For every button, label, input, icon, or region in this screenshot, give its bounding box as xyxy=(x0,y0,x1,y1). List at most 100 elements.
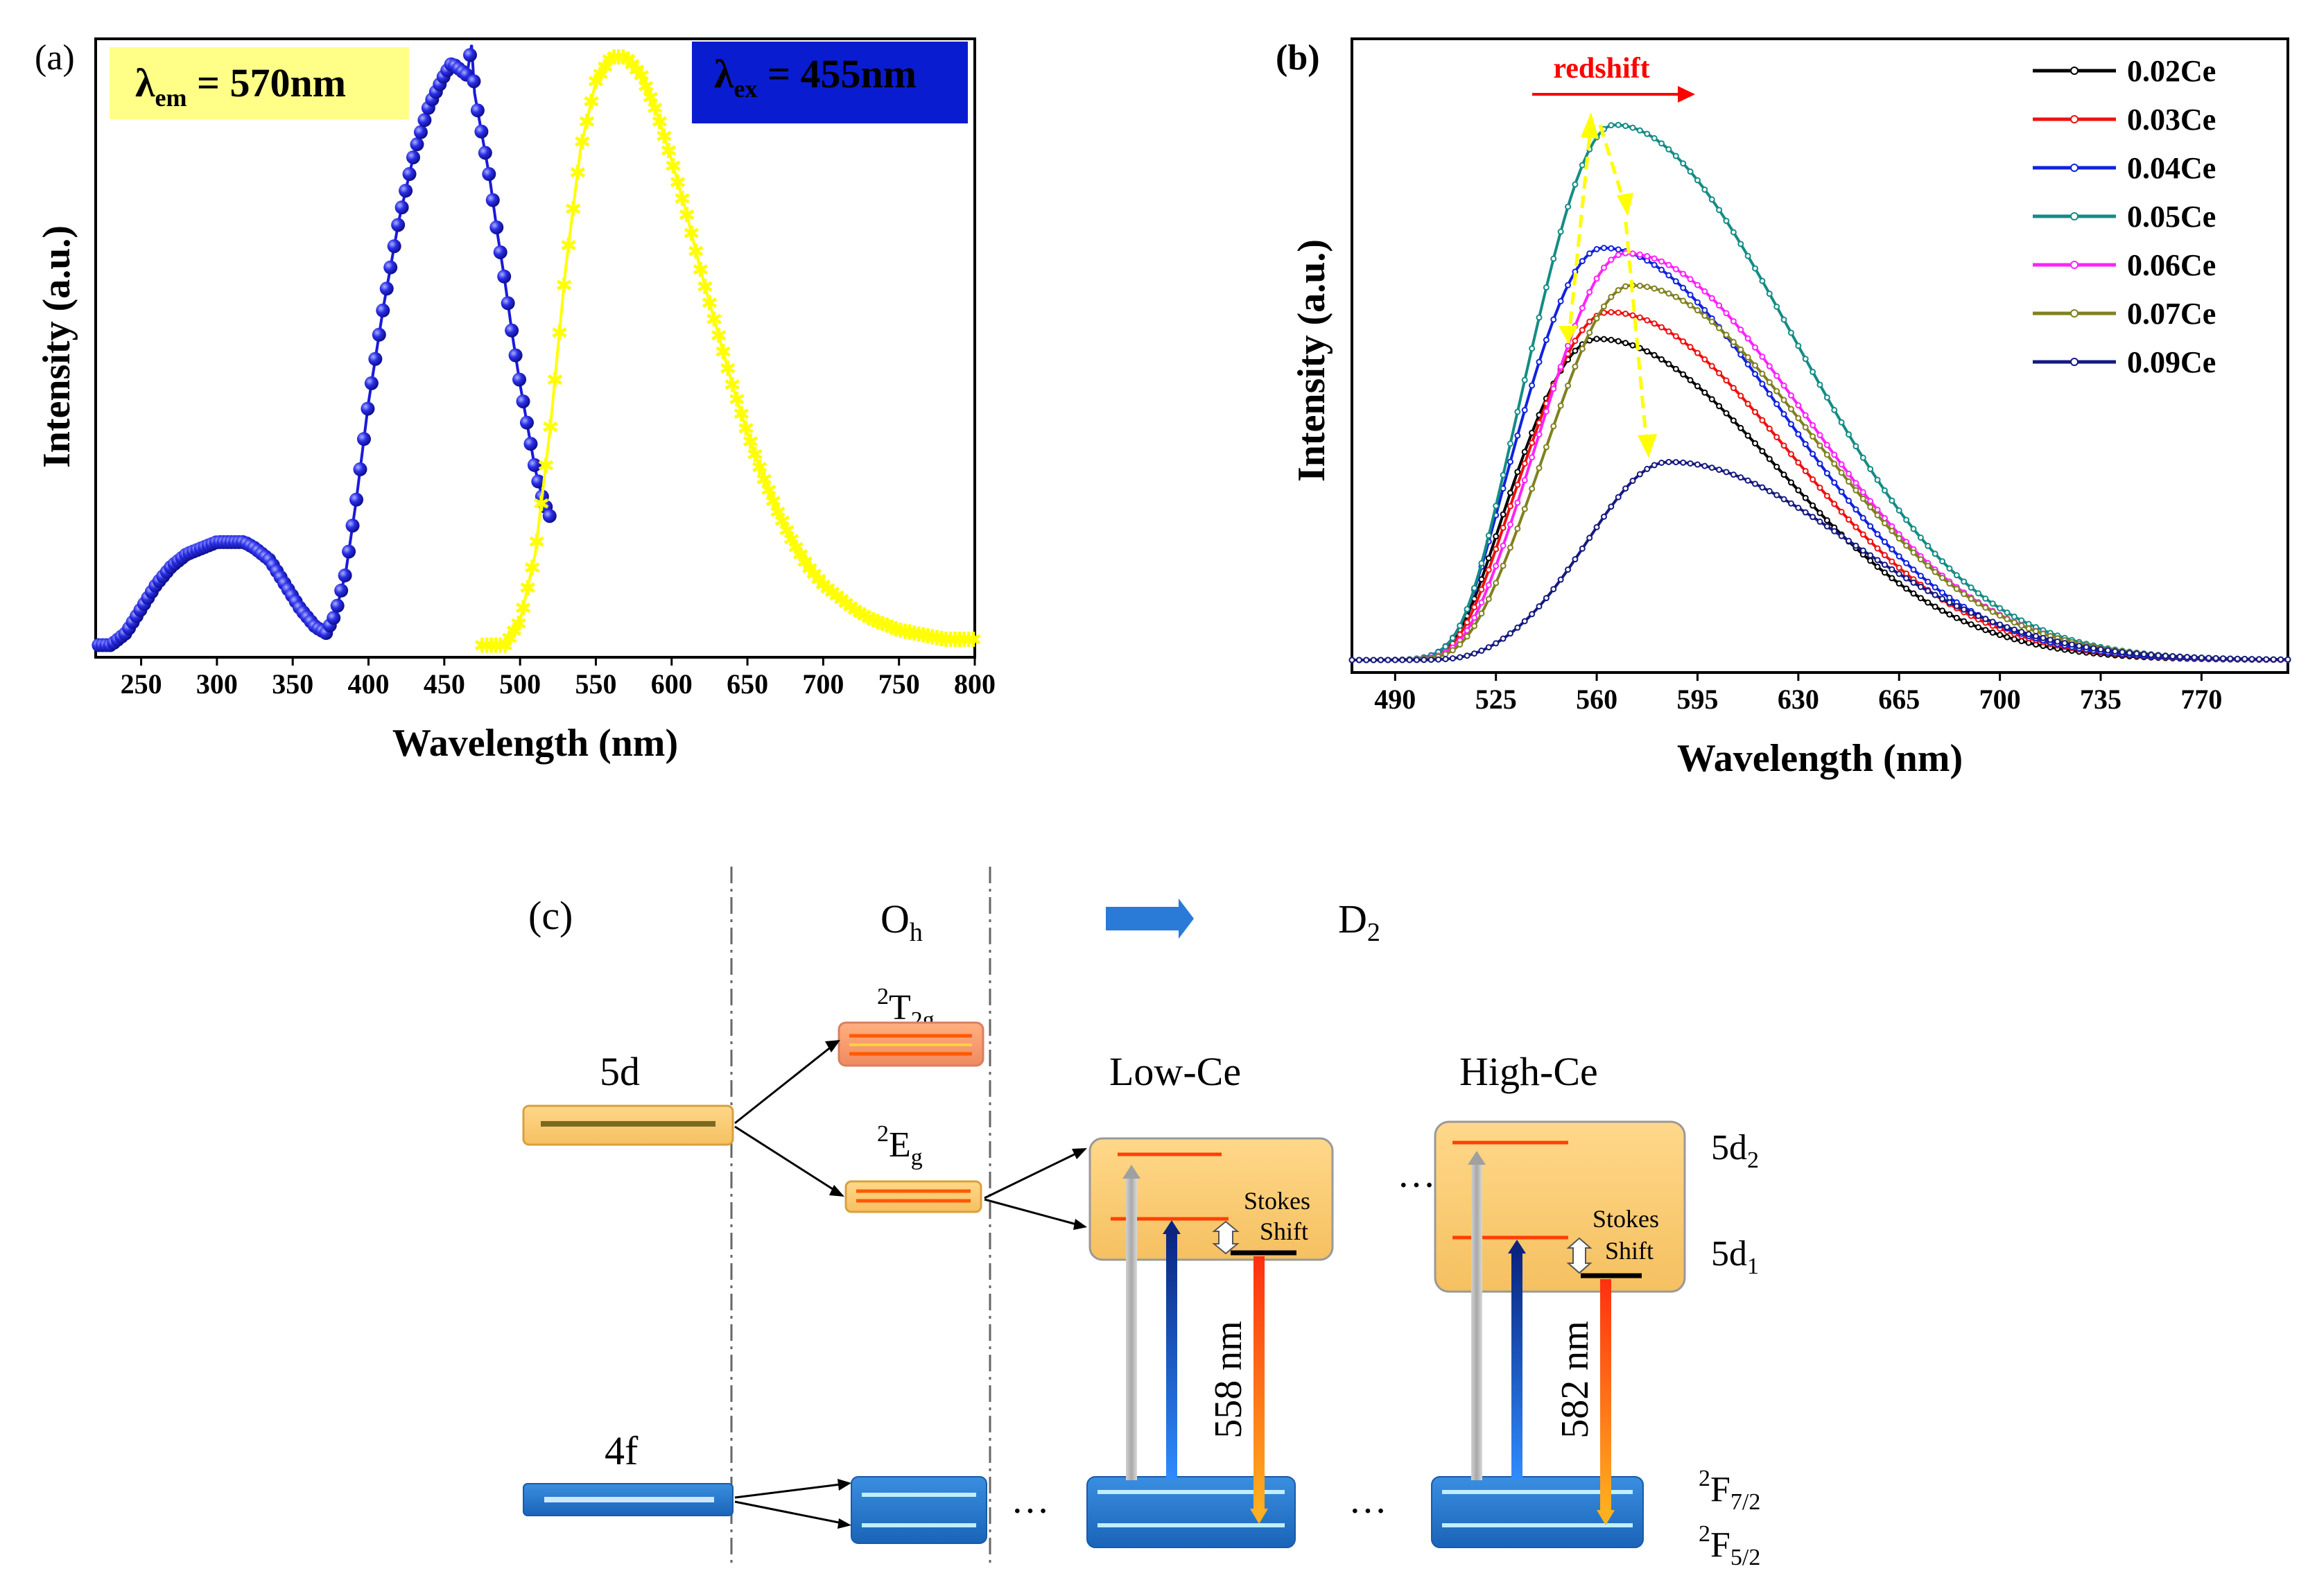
emission-point: ✱ xyxy=(860,607,877,631)
series-point xyxy=(1716,324,1723,331)
panel-b-y-label: Intensity (a.u.) xyxy=(1290,239,1333,482)
emission-point: ✱ xyxy=(905,622,923,646)
emission-point: ✱ xyxy=(751,456,768,480)
series-point xyxy=(1471,604,1478,611)
series-point xyxy=(1773,433,1780,440)
series-point xyxy=(1507,503,1513,510)
emission-point: ✱ xyxy=(701,291,718,315)
series-point xyxy=(1716,302,1723,309)
series-point xyxy=(1694,349,1701,356)
emission-point: ✱ xyxy=(932,627,950,652)
x-tick-label: 595 xyxy=(1676,684,1718,715)
series-point xyxy=(2198,654,2205,661)
series-point xyxy=(2112,648,2119,654)
legend-marker xyxy=(2070,164,2079,172)
emission-point: ✱ xyxy=(601,49,618,73)
series-point xyxy=(1852,523,1859,530)
series-point xyxy=(1795,415,1802,422)
series-point xyxy=(1910,566,1917,573)
panel-b-x-ticks: 490 525 560 595 630 665 700 735 770 xyxy=(1374,673,2222,715)
series-point xyxy=(1846,431,1852,438)
series-point xyxy=(1636,251,1643,258)
series-point xyxy=(1903,560,1910,566)
series-point xyxy=(1593,523,1600,530)
series-point xyxy=(1385,657,1391,663)
series-point xyxy=(1810,451,1816,458)
series-point xyxy=(1507,521,1513,528)
panel-c-energy-diagram: (c) Oh D2 5d 4f 2T2g 2Eg xyxy=(522,867,1760,1570)
series-point xyxy=(1787,451,1794,458)
series-point xyxy=(1665,328,1672,335)
series-point xyxy=(1968,596,1975,602)
series-point xyxy=(1543,595,1550,602)
emission-point: ✱ xyxy=(596,55,614,80)
series-point xyxy=(1780,442,1787,449)
emission-point: ✱ xyxy=(664,155,682,179)
excitation-point xyxy=(413,125,428,139)
series-point xyxy=(1680,160,1687,167)
series-point xyxy=(1867,498,1874,505)
series-point xyxy=(2270,656,2277,663)
series-point xyxy=(1543,408,1550,415)
excitation-point xyxy=(542,509,557,523)
series-point xyxy=(1572,347,1579,354)
series-point xyxy=(1939,607,1946,614)
x-tick-label: 450 xyxy=(424,668,465,700)
x-tick-label: 630 xyxy=(1778,684,1819,715)
x-tick-label: 400 xyxy=(348,668,390,700)
series-point xyxy=(1823,470,1830,477)
emission-point: ✱ xyxy=(623,53,641,78)
series-point xyxy=(1572,338,1579,345)
splitting-arrows xyxy=(734,1042,1082,1525)
series-point xyxy=(1903,517,1910,523)
series-point xyxy=(2212,654,2219,661)
emission-point: ✱ xyxy=(815,573,832,598)
emission-point: ✱ xyxy=(642,86,659,110)
emission-point: ✱ xyxy=(673,187,691,211)
series-point xyxy=(1536,465,1543,471)
4f-label: 4f xyxy=(605,1428,639,1473)
ellipsis-5d: ··· xyxy=(1397,1164,1436,1207)
emission-point: ✱ xyxy=(678,204,695,228)
series-point xyxy=(1694,383,1701,390)
emission-point: ✱ xyxy=(655,125,672,149)
series-point xyxy=(1932,550,1938,557)
series-point xyxy=(1823,442,1830,449)
series-point xyxy=(1464,652,1470,659)
panel-b-series xyxy=(1348,121,2291,663)
series-point xyxy=(1593,275,1600,282)
series-point xyxy=(1953,614,1960,621)
series-point xyxy=(1651,255,1658,262)
series-point xyxy=(1752,362,1759,369)
series-point xyxy=(1529,611,1536,618)
series-point xyxy=(1780,397,1787,404)
emission-point: ✱ xyxy=(560,234,578,258)
excitation-point xyxy=(512,372,527,387)
series-point xyxy=(1694,177,1701,184)
series-point xyxy=(1449,655,1456,662)
series-point xyxy=(1802,494,1809,501)
series-point xyxy=(1478,586,1485,593)
series-point xyxy=(1810,476,1816,483)
lambda-ex-box xyxy=(692,42,968,123)
emission-point: ✱ xyxy=(569,161,587,185)
excitation-point xyxy=(402,167,417,182)
series-point xyxy=(2083,643,2090,650)
series-point xyxy=(1910,590,1917,597)
series-point xyxy=(2068,641,2075,648)
series-point xyxy=(1773,401,1780,408)
excitation-point xyxy=(467,74,481,89)
series-point xyxy=(1687,276,1694,283)
series-point xyxy=(2004,624,2011,631)
series-point xyxy=(1910,526,1917,532)
series-point xyxy=(1823,451,1830,458)
series-point xyxy=(1730,417,1737,424)
emission-point: ✱ xyxy=(923,625,941,650)
series-point xyxy=(1615,309,1622,316)
emission-point: ✱ xyxy=(896,620,914,644)
emission-point: ✱ xyxy=(505,620,523,644)
series-point xyxy=(2176,653,2183,660)
series-point xyxy=(1881,539,1888,546)
series-point xyxy=(1787,421,1794,428)
series-point xyxy=(1586,535,1593,541)
